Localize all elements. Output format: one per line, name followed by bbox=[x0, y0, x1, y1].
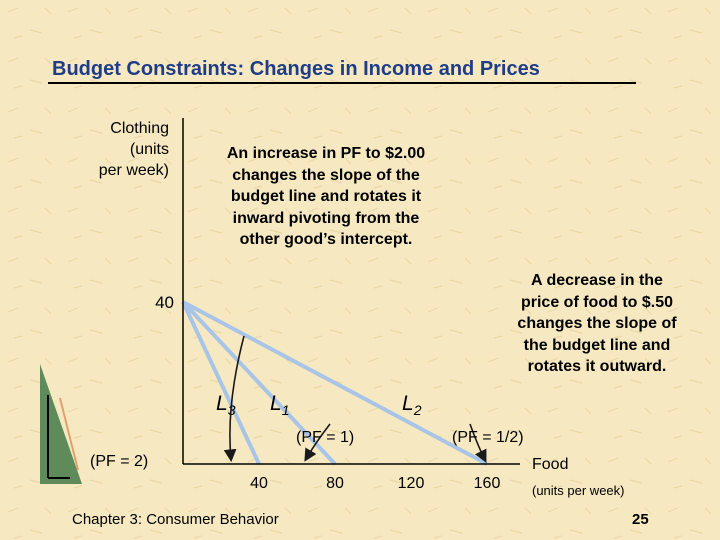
budget-line-l2 bbox=[182, 300, 488, 466]
y-axis-label-line: (units bbox=[129, 141, 169, 158]
arrow-to-l2 bbox=[469, 423, 487, 463]
axis-ticks: 40 80 120 160 40 bbox=[155, 293, 500, 492]
arrow-to-l1 bbox=[304, 423, 331, 462]
x-tick-label: 80 bbox=[326, 475, 344, 492]
footer-chapter: Chapter 3: Consumer Behavior bbox=[72, 511, 279, 528]
x-tick-label: 40 bbox=[250, 475, 268, 492]
x-axis-unit: (units per week) bbox=[532, 483, 625, 498]
x-tick-label: 120 bbox=[398, 475, 425, 492]
budget-line-l3 bbox=[181, 301, 261, 465]
pf-half-label: (PF = 1/2) bbox=[452, 429, 524, 446]
rotation-arrows bbox=[223, 335, 487, 463]
budget-line-l1 bbox=[181, 300, 337, 466]
line-label-l1: L1 bbox=[270, 392, 289, 418]
page-number: 25 bbox=[632, 511, 649, 528]
x-tick-label: 160 bbox=[474, 475, 501, 492]
x-axis-label: Food (units per week) bbox=[532, 456, 624, 498]
arrow-to-l3 bbox=[223, 335, 245, 463]
slide-title: Budget Constraints: Changes in Income an… bbox=[52, 58, 540, 80]
title-underline bbox=[48, 82, 636, 84]
pf-2-label: (PF = 2) bbox=[90, 453, 148, 470]
price-decrease-note: A decrease in the price of food to $.50 … bbox=[517, 272, 677, 376]
y-axis-label-line: per week) bbox=[98, 162, 169, 179]
y-axis-label-line: Clothing bbox=[110, 120, 169, 137]
y-tick-label: 40 bbox=[155, 293, 174, 312]
x-axis-title: Food bbox=[532, 456, 569, 473]
line-label-l2: L2 bbox=[402, 392, 422, 418]
corner-decoration bbox=[40, 364, 82, 484]
price-increase-note: An increase in PF to $2.00 changes the s… bbox=[226, 145, 426, 249]
pf-1-label: (PF = 1) bbox=[296, 429, 354, 446]
budget-lines bbox=[181, 300, 488, 466]
y-axis-label: Clothing (units per week) bbox=[59, 118, 169, 181]
